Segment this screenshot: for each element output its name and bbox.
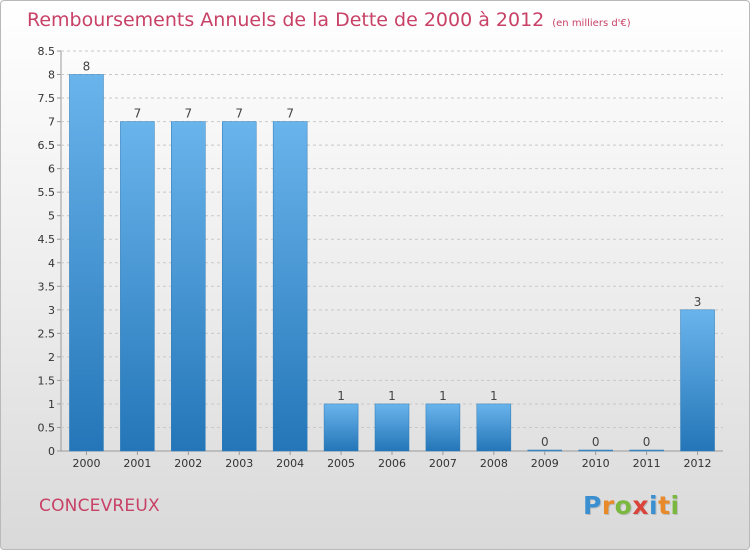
x-tick-label-2000: 2000	[72, 457, 100, 470]
y-tick-label: 4	[48, 257, 55, 270]
y-tick-label: 7.5	[38, 92, 56, 105]
y-tick-label: 1	[48, 398, 55, 411]
bar-2002[interactable]	[171, 121, 206, 452]
logo-letter: o	[614, 491, 633, 520]
data-label-2003: 7	[235, 107, 243, 121]
x-tick-label-2001: 2001	[123, 457, 151, 470]
logo-letter: t	[658, 491, 671, 520]
proxiti-logo[interactable]: Proxiti	[583, 491, 680, 520]
data-label-2004: 7	[286, 107, 294, 121]
chart-subtitle: (en milliers d'€)	[552, 18, 631, 29]
x-tick-label-2003: 2003	[225, 457, 253, 470]
y-tick-label: 3	[48, 304, 55, 317]
data-label-2009: 0	[541, 435, 549, 449]
data-labels: 8 7 7 7 7 1 1 1 1 0 0 0 3	[83, 60, 702, 449]
y-axis: 0 0.5 1 1.5 2 2.5 3 3.5 4 4.5 5 5.5 6 6.5 7 7.5 8 8.5	[38, 45, 61, 458]
data-label-2010: 0	[592, 435, 600, 449]
bar-2000[interactable]	[69, 74, 104, 452]
x-tick-label-2007: 2007	[429, 457, 457, 470]
data-label-2006: 1	[388, 389, 396, 403]
logo-letter: x	[632, 491, 649, 520]
bar-2001[interactable]	[120, 121, 155, 452]
x-axis: 2000 2001 2002 2003 2004 2005 2006 2007 2008 2009…	[72, 451, 712, 470]
bar-2007[interactable]	[425, 403, 461, 452]
bar-2008[interactable]	[476, 403, 512, 452]
data-label-2002: 7	[184, 107, 192, 121]
data-label-2012: 3	[694, 295, 702, 309]
x-tick-label-2009: 2009	[531, 457, 559, 470]
bar-2005[interactable]	[323, 403, 359, 452]
data-label-2011: 0	[643, 435, 651, 449]
chart-title-text: Remboursements Annuels de la Dette de 20…	[27, 9, 545, 31]
bar-2011[interactable]	[629, 449, 664, 452]
y-tick-label: 2	[48, 351, 55, 364]
bars	[69, 74, 715, 452]
y-tick-label: 6	[48, 163, 55, 176]
y-tick-label: 6.5	[38, 139, 56, 152]
bar-2006[interactable]	[374, 403, 410, 452]
y-tick-label: 7	[48, 116, 55, 129]
y-tick-label: 8	[48, 69, 55, 82]
y-tick-label: 0	[48, 445, 55, 458]
data-label-2005: 1	[337, 389, 345, 403]
y-tick-label: 3.5	[38, 280, 56, 293]
bar-2012[interactable]	[680, 309, 715, 452]
y-tick-label: 8.5	[38, 45, 56, 58]
x-tick-label-2012: 2012	[684, 457, 712, 470]
y-tick-label: 4.5	[38, 233, 56, 246]
x-tick-label-2002: 2002	[174, 457, 202, 470]
x-tick-label-2004: 2004	[276, 457, 304, 470]
chart-title: Remboursements Annuels de la Dette de 20…	[27, 9, 631, 31]
commune-name: CONCEVREUX	[39, 496, 160, 516]
logo-letter: P	[583, 491, 602, 520]
bar-2003[interactable]	[221, 121, 257, 452]
data-label-2008: 1	[490, 389, 498, 403]
logo-letter: r	[601, 491, 615, 520]
x-tick-label-2010: 2010	[582, 457, 610, 470]
logo-letter: i	[649, 491, 659, 520]
bar-2004[interactable]	[272, 121, 308, 452]
logo-letter: i	[670, 491, 680, 520]
data-label-2007: 1	[439, 389, 447, 403]
data-label-2001: 7	[134, 107, 142, 121]
y-tick-label: 0.5	[38, 421, 56, 434]
y-tick-label: 1.5	[38, 374, 56, 387]
y-tick-label: 5	[48, 210, 55, 223]
data-label-2000: 8	[83, 60, 91, 74]
x-tick-label-2011: 2011	[633, 457, 661, 470]
x-tick-label-2006: 2006	[378, 457, 406, 470]
bar-2010[interactable]	[578, 449, 613, 452]
y-tick-label: 5.5	[38, 186, 56, 199]
bar-2009[interactable]	[527, 449, 563, 452]
x-tick-label-2008: 2008	[480, 457, 508, 470]
y-tick-label: 2.5	[38, 327, 56, 340]
x-tick-label-2005: 2005	[327, 457, 355, 470]
